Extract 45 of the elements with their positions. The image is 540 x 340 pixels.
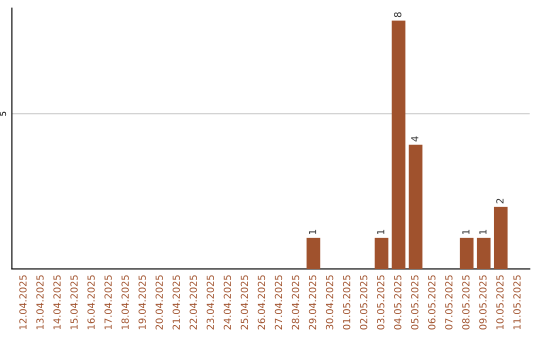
x-tick-label: 15.04.2025 — [70, 275, 78, 330]
x-tick-label: 25.04.2025 — [240, 275, 248, 330]
x-tick-label: 07.05.2025 — [445, 275, 452, 330]
bar — [476, 238, 491, 269]
x-tick-label: 03.05.2025 — [377, 275, 384, 330]
x-tick-label: 27.04.2025 — [274, 275, 282, 330]
x-tick-label: 04.05.2025 — [394, 275, 402, 330]
data-label: 1 — [479, 230, 486, 234]
x-tick-label: 26.04.2025 — [258, 275, 266, 330]
x-tick-label: 08.05.2025 — [462, 275, 470, 330]
bar — [374, 238, 388, 269]
x-tick-label: 13.04.2025 — [36, 275, 44, 330]
x-tick-label: 29.04.2025 — [308, 275, 316, 330]
bar — [392, 20, 406, 269]
x-tick-label: 23.04.2025 — [206, 275, 214, 330]
bar — [460, 238, 474, 269]
x-tick-label: 10.05.2025 — [496, 275, 504, 330]
x-tick-label: 05.05.2025 — [411, 275, 418, 330]
x-tick-label: 18.04.2025 — [121, 275, 129, 330]
x-tick-label: 30.04.2025 — [326, 275, 334, 330]
x-tick-label: 06.05.2025 — [428, 275, 436, 330]
bar — [494, 206, 508, 269]
data-label: 8 — [394, 12, 402, 18]
x-tick-label: 20.04.2025 — [156, 275, 163, 330]
x-tick-label: 28.04.2025 — [292, 275, 300, 330]
x-tick-label: 19.04.2025 — [138, 275, 146, 330]
x-tick-label: 09.05.2025 — [479, 275, 487, 330]
x-tick-label: 11.05.2025 — [513, 275, 521, 330]
x-tick-label: 14.04.2025 — [53, 275, 61, 330]
data-label: 4 — [411, 136, 418, 142]
x-tick-label: 24.04.2025 — [224, 275, 232, 330]
data-label: 2 — [496, 198, 504, 204]
data-label: 1 — [308, 230, 316, 234]
x-tick-label: 02.05.2025 — [360, 275, 368, 330]
x-tick-label: 12.04.2025 — [19, 275, 27, 330]
data-label: 1 — [377, 230, 384, 234]
x-tick-label: 21.04.2025 — [172, 275, 180, 330]
data-label: 1 — [462, 230, 470, 234]
x-tick-label: 22.04.2025 — [190, 275, 197, 330]
ref-line-label: 5 — [0, 112, 6, 116]
x-tick-label: 17.04.2025 — [104, 275, 112, 330]
bar — [408, 144, 422, 269]
x-tick-label: 16.04.2025 — [87, 275, 95, 330]
x-tick-label: 01.05.2025 — [342, 275, 350, 330]
bar — [306, 238, 320, 269]
